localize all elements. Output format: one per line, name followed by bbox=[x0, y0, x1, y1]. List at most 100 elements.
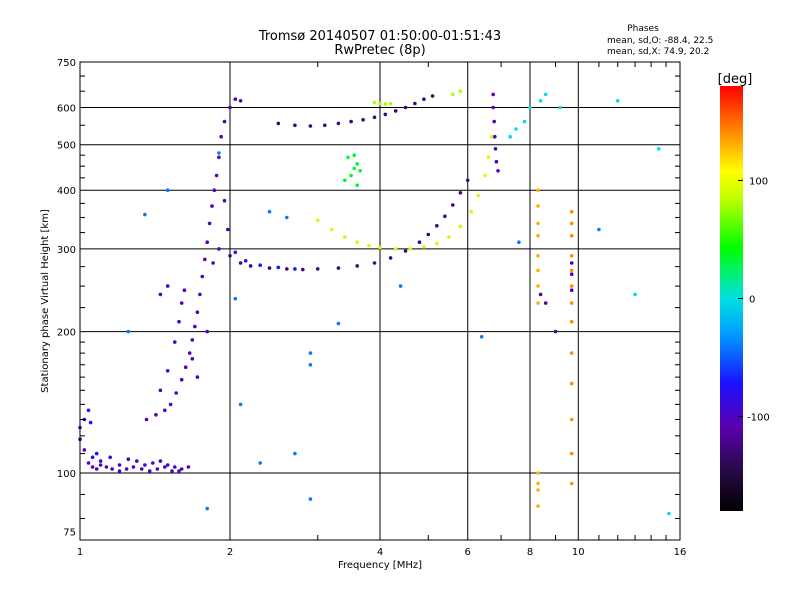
data-point bbox=[536, 504, 540, 508]
data-point bbox=[308, 124, 313, 128]
data-point bbox=[491, 105, 496, 110]
data-point bbox=[430, 94, 435, 98]
data-point bbox=[355, 264, 360, 268]
data-point bbox=[90, 465, 95, 469]
data-point bbox=[217, 151, 221, 155]
data-point bbox=[355, 183, 360, 187]
data-point bbox=[536, 221, 540, 226]
data-point bbox=[408, 247, 413, 251]
data-point bbox=[285, 215, 289, 220]
data-point bbox=[285, 267, 289, 271]
data-point bbox=[492, 119, 497, 124]
data-point bbox=[536, 233, 540, 238]
data-point bbox=[378, 101, 382, 106]
data-point bbox=[165, 188, 170, 192]
data-point bbox=[293, 267, 297, 271]
data-point bbox=[163, 465, 167, 469]
data-point bbox=[124, 467, 129, 471]
data-point bbox=[543, 301, 548, 305]
y-tick-label: 75 bbox=[63, 528, 76, 539]
data-point bbox=[358, 169, 363, 173]
x-tick-label: 8 bbox=[527, 547, 533, 558]
data-point bbox=[94, 451, 99, 456]
data-point bbox=[86, 408, 91, 413]
data-point bbox=[569, 209, 574, 214]
data-point bbox=[493, 134, 497, 139]
data-point bbox=[143, 212, 147, 217]
data-point bbox=[207, 221, 212, 226]
data-point bbox=[238, 99, 243, 103]
data-point bbox=[308, 363, 313, 367]
data-point bbox=[403, 249, 408, 253]
data-point bbox=[117, 463, 122, 467]
data-point bbox=[219, 134, 223, 139]
data-point bbox=[98, 463, 103, 467]
data-point bbox=[173, 340, 177, 344]
data-point bbox=[346, 155, 350, 160]
data-point bbox=[200, 274, 205, 279]
data-point bbox=[165, 463, 170, 467]
data-point bbox=[126, 457, 131, 462]
data-point bbox=[422, 97, 426, 101]
data-point bbox=[476, 193, 481, 198]
data-point bbox=[315, 218, 320, 223]
data-point bbox=[190, 338, 195, 342]
colorbar bbox=[720, 86, 743, 511]
data-point bbox=[517, 240, 521, 244]
data-point bbox=[212, 188, 217, 192]
data-point bbox=[179, 467, 184, 471]
data-point bbox=[367, 243, 371, 248]
data-point bbox=[569, 221, 574, 226]
y-axis-ticks: 75 100 200 300 400 500 600 750 bbox=[57, 58, 680, 539]
data-point bbox=[168, 402, 173, 407]
data-point bbox=[372, 100, 377, 105]
data-point bbox=[447, 235, 451, 239]
data-point bbox=[569, 481, 574, 486]
data-point bbox=[615, 99, 620, 103]
y-tick-label: 600 bbox=[57, 104, 76, 115]
data-point bbox=[205, 329, 209, 334]
data-point bbox=[349, 173, 353, 178]
data-point bbox=[210, 204, 214, 208]
data-point bbox=[352, 153, 357, 157]
data-point bbox=[569, 272, 574, 277]
data-point bbox=[336, 321, 341, 326]
data-point bbox=[154, 413, 158, 417]
data-point bbox=[536, 481, 540, 486]
data-point bbox=[388, 101, 393, 106]
data-point bbox=[383, 112, 388, 117]
data-point bbox=[633, 292, 637, 297]
x-tick-label: 1 bbox=[77, 547, 83, 558]
stats-title: Phases bbox=[627, 24, 659, 34]
data-point bbox=[413, 101, 417, 106]
grid-lines bbox=[80, 62, 680, 540]
data-point bbox=[458, 191, 463, 195]
data-point bbox=[238, 402, 243, 407]
data-point bbox=[336, 121, 341, 126]
data-point bbox=[211, 261, 215, 265]
data-point bbox=[372, 261, 377, 265]
data-point bbox=[214, 173, 219, 178]
data-point bbox=[144, 417, 149, 422]
data-points bbox=[78, 89, 671, 516]
data-point bbox=[158, 459, 163, 463]
data-point bbox=[329, 227, 334, 232]
data-point bbox=[536, 488, 540, 492]
data-point bbox=[143, 463, 147, 467]
x-tick-label: 6 bbox=[465, 547, 471, 558]
data-point bbox=[451, 203, 455, 207]
data-point bbox=[170, 469, 174, 473]
data-point bbox=[258, 461, 263, 465]
data-point bbox=[233, 97, 238, 101]
data-point bbox=[233, 296, 238, 301]
data-point bbox=[417, 240, 422, 244]
data-point bbox=[195, 375, 200, 379]
data-point bbox=[486, 155, 491, 160]
data-point bbox=[301, 267, 305, 272]
y-tick-label: 200 bbox=[57, 328, 76, 339]
data-point bbox=[491, 92, 496, 97]
data-point bbox=[205, 240, 209, 244]
data-point bbox=[536, 204, 540, 208]
x-tick-label: 4 bbox=[377, 547, 383, 558]
data-point bbox=[217, 155, 221, 160]
